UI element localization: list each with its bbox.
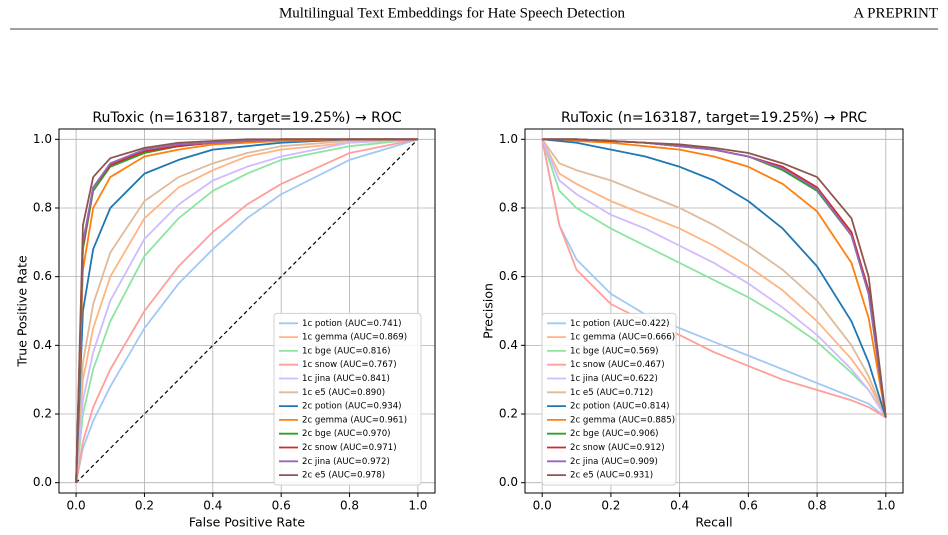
legend-label: 2c gemma (AUC=0.961) xyxy=(302,415,407,425)
y-tick-label: 0.8 xyxy=(33,200,52,214)
legend-label: 1c bge (AUC=0.569) xyxy=(570,346,659,356)
legend-label: 1c snow (AUC=0.767) xyxy=(302,360,397,370)
y-tick-label: 1.0 xyxy=(499,132,518,146)
curve xyxy=(541,139,887,419)
curve xyxy=(75,138,418,483)
reference-line xyxy=(75,138,419,484)
y-tick-label: 0.8 xyxy=(499,200,518,214)
x-tick-label: 1.0 xyxy=(408,499,427,513)
curve xyxy=(541,138,887,418)
legend-label: 2c snow (AUC=0.912) xyxy=(570,443,665,453)
y-tick-label: 0.4 xyxy=(33,338,52,352)
x-axis-label: False Positive Rate xyxy=(189,515,305,530)
plot-frame xyxy=(58,128,436,494)
curve xyxy=(75,138,418,483)
legend-label: 1c snow (AUC=0.467) xyxy=(570,360,665,370)
header-title: Multilingual Text Embeddings for Hate Sp… xyxy=(279,5,626,21)
legend-label: 2c gemma (AUC=0.885) xyxy=(570,415,675,425)
y-tick-label: 0.0 xyxy=(33,475,52,489)
legend-label: 1c e5 (AUC=0.890) xyxy=(302,388,385,398)
y-tick-label: 0.6 xyxy=(33,269,52,283)
curve xyxy=(542,138,887,418)
plot-frame xyxy=(524,128,904,494)
legend-label: 2c jina (AUC=0.972) xyxy=(302,457,390,467)
x-tick-label: 0.6 xyxy=(739,499,758,513)
legend-label: 2c potion (AUC=0.814) xyxy=(570,402,670,412)
legend-box xyxy=(541,312,677,486)
curve xyxy=(75,138,418,483)
legend-label: 1c potion (AUC=0.422) xyxy=(570,319,670,329)
x-tick-label: 0.0 xyxy=(533,499,552,513)
x-tick-label: 0.2 xyxy=(601,499,620,513)
legend-label: 2c bge (AUC=0.970) xyxy=(302,429,391,439)
x-tick-label: 0.8 xyxy=(340,499,359,513)
x-tick-label: 0.6 xyxy=(272,499,291,513)
legend-label: 2c e5 (AUC=0.978) xyxy=(302,471,385,481)
x-tick-label: 0.0 xyxy=(67,499,86,513)
curve xyxy=(542,138,887,418)
legend-label: 1c jina (AUC=0.622) xyxy=(570,374,658,384)
legend-label: 2c snow (AUC=0.971) xyxy=(302,443,397,453)
curve xyxy=(75,138,418,483)
header-right: A PREPRINT xyxy=(853,5,938,21)
curve xyxy=(75,138,418,483)
curve xyxy=(541,138,887,418)
legend-label: 1c e5 (AUC=0.712) xyxy=(570,388,653,398)
curve xyxy=(75,138,418,483)
legend-label: 1c bge (AUC=0.816) xyxy=(302,346,391,356)
x-tick-label: 1.0 xyxy=(876,499,895,513)
legend-label: 2c jina (AUC=0.909) xyxy=(570,457,658,467)
legend-label: 1c gemma (AUC=0.666) xyxy=(570,333,675,343)
legend-label: 2c potion (AUC=0.934) xyxy=(302,402,402,412)
y-tick-label: 0.6 xyxy=(499,269,518,283)
legend-label: 2c bge (AUC=0.906) xyxy=(570,429,659,439)
curve xyxy=(75,138,418,483)
x-tick-label: 0.8 xyxy=(808,499,827,513)
curve xyxy=(542,138,887,418)
y-axis-label: True Positive Rate xyxy=(15,255,30,368)
x-tick-label: 0.4 xyxy=(670,499,689,513)
y-tick-label: 1.0 xyxy=(33,132,52,146)
y-tick-label: 0.2 xyxy=(499,407,518,421)
y-tick-label: 0.2 xyxy=(33,407,52,421)
curve xyxy=(541,139,887,419)
legend-label: 1c jina (AUC=0.841) xyxy=(302,374,390,384)
x-tick-label: 0.2 xyxy=(135,499,154,513)
y-axis-label: Precision xyxy=(481,283,496,339)
curve xyxy=(75,138,419,483)
legend-label: 1c potion (AUC=0.741) xyxy=(302,319,402,329)
legend-label: 2c e5 (AUC=0.931) xyxy=(570,471,653,481)
x-tick-label: 0.4 xyxy=(203,499,222,513)
curve xyxy=(75,138,419,483)
chart-title: RuToxic (n=163187, target=19.25%) → PRC xyxy=(561,110,867,126)
legend-label: 1c gemma (AUC=0.869) xyxy=(302,333,407,343)
y-tick-label: 0.0 xyxy=(499,475,518,489)
chart-title: RuToxic (n=163187, target=19.25%) → ROC xyxy=(92,110,402,126)
curve xyxy=(541,139,887,418)
legend-box xyxy=(273,312,422,486)
x-axis-label: Recall xyxy=(695,515,732,530)
y-tick-label: 0.4 xyxy=(499,338,518,352)
curve xyxy=(541,138,887,418)
